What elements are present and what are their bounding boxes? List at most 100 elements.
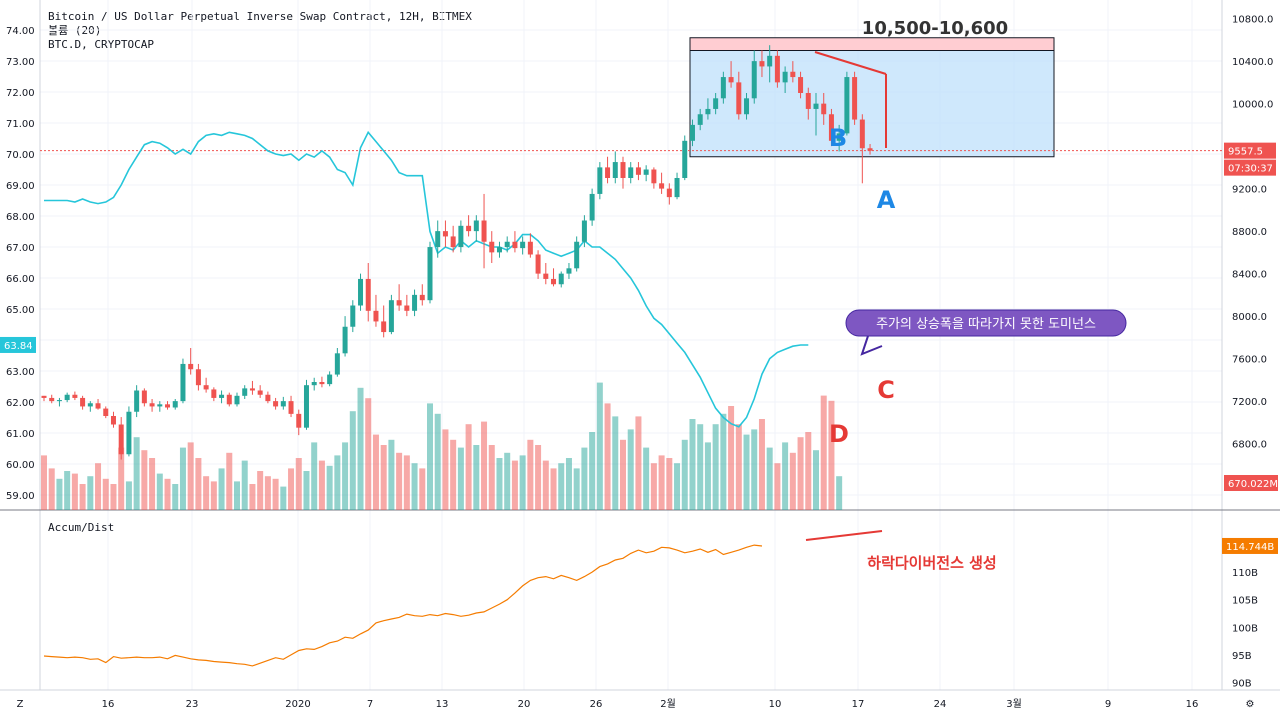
volume-bar [125, 481, 132, 510]
candle-body [141, 390, 147, 404]
volume-bar [774, 463, 781, 510]
volume-bar [149, 458, 156, 510]
countdown-tag-bg [1224, 159, 1276, 176]
dominance-tick-label: 72.00 [6, 88, 35, 99]
volume-bar [465, 424, 472, 510]
volume-bar [589, 432, 596, 510]
time-tick-label: 2월 [660, 698, 676, 710]
dominance-tick-label: 71.00 [6, 119, 35, 130]
time-tick-label: 26 [590, 699, 603, 710]
label-a: A [877, 186, 896, 214]
dominance-tick-label: 62.00 [6, 398, 35, 409]
candle-body [234, 395, 240, 405]
volume-bar [650, 463, 657, 510]
settings-gear-icon: ⚙ [1246, 699, 1255, 710]
candle-body [211, 389, 217, 398]
volume-bar [427, 403, 433, 510]
volume-bar [789, 452, 796, 510]
dominance-tag: 63.84 [4, 341, 33, 352]
candle-body [273, 401, 279, 407]
candle-body [697, 114, 703, 125]
volume-bar [179, 447, 186, 510]
candle-body [350, 305, 356, 327]
time-tick-label: 23 [186, 699, 199, 710]
candle-body [805, 93, 811, 109]
volume-bar [334, 455, 341, 510]
volume-bar [805, 432, 812, 510]
candle-body [751, 61, 757, 99]
volume-bar [612, 416, 619, 510]
candle-body [49, 397, 55, 402]
candle-body [558, 273, 564, 285]
candle-body [473, 220, 479, 232]
volume-bar [48, 468, 55, 510]
dominance-tick-label: 70.00 [6, 150, 35, 161]
volume-bar [411, 463, 418, 510]
volume-bar [627, 429, 634, 510]
volume-tag: 670.022M [1228, 479, 1278, 490]
candle-body [188, 363, 194, 370]
candle-body [566, 268, 572, 274]
volume-bar [704, 442, 711, 510]
volume-bar [195, 458, 202, 510]
volume-bar [751, 429, 758, 510]
label-d: D [829, 420, 849, 448]
candle-body [666, 188, 672, 198]
time-tick-label: 13 [436, 699, 449, 710]
candle-body [388, 300, 394, 333]
dominance-tag-bg [0, 336, 36, 353]
candle-body [319, 382, 325, 385]
volume-bar [643, 447, 650, 510]
volume-bar [326, 465, 333, 510]
volume-bar [697, 424, 704, 510]
candle-body [659, 183, 665, 189]
volume-bar [295, 458, 302, 510]
candle-body [327, 374, 333, 385]
candle-body [635, 167, 641, 175]
candle-body [242, 388, 248, 396]
candle-body [859, 119, 865, 149]
volume-bar [95, 463, 102, 510]
candle-body [56, 400, 62, 402]
candle-body [798, 77, 804, 93]
volume-bar [828, 400, 835, 510]
grid-lines [0, 0, 1280, 691]
volume-bar [257, 471, 264, 510]
dominance-tick-label: 60.00 [6, 460, 35, 471]
volume-bar [241, 460, 248, 510]
countdown-tag: 07:30:37 [1228, 164, 1273, 175]
volume-bar [658, 455, 665, 510]
volume-bar [542, 460, 549, 510]
volume-bar [728, 406, 735, 510]
candle-body [265, 394, 271, 402]
price-tick-label: 6800.0 [1232, 440, 1267, 451]
candle-body [334, 353, 340, 375]
candle-body [844, 77, 850, 134]
accum-tick-label: 95B [1232, 651, 1252, 662]
volume-bar [133, 437, 140, 510]
dominance-tick-label: 74.00 [6, 26, 35, 37]
divergence-text: 하락다이버전스 생성 [867, 554, 996, 572]
price-tick-label: 8000.0 [1232, 312, 1267, 323]
volume-bar [365, 398, 372, 510]
volume-bar [187, 442, 194, 510]
volume-bar [550, 468, 557, 510]
dominance-tick-label: 73.00 [6, 57, 35, 68]
candle-body [118, 424, 124, 455]
divergence-line-accum [805, 530, 883, 541]
dominance-tick-label: 59.00 [6, 491, 35, 502]
candle-body [543, 273, 549, 279]
volume-bar [249, 484, 256, 510]
volume-bar [712, 424, 719, 510]
volume-bar [64, 471, 71, 510]
candle-body [782, 71, 788, 83]
volume-bar [496, 458, 503, 510]
volume-bar [720, 413, 727, 510]
volume-bar [56, 478, 63, 510]
callout-pointer [860, 335, 883, 356]
candle-body [450, 236, 456, 248]
candle-body [628, 167, 634, 178]
candle-body [435, 231, 441, 248]
candle-body [643, 169, 649, 175]
